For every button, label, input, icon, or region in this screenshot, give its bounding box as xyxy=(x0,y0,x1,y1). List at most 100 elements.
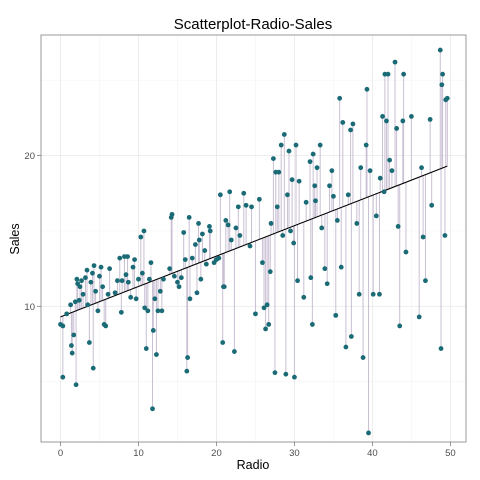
x-tick-label: 0 xyxy=(58,448,63,459)
data-point xyxy=(289,177,295,183)
data-point xyxy=(159,308,165,314)
x-tick-label: 30 xyxy=(289,448,300,459)
data-point xyxy=(324,281,330,287)
data-point xyxy=(60,323,66,329)
data-point xyxy=(181,230,187,235)
data-point xyxy=(64,311,70,317)
data-point xyxy=(292,374,297,380)
data-point xyxy=(291,240,297,246)
data-point xyxy=(90,270,95,276)
data-point xyxy=(241,190,247,196)
data-point xyxy=(98,264,104,270)
data-point xyxy=(308,275,314,281)
y-tick-label: 10 xyxy=(24,302,35,313)
data-point xyxy=(237,233,243,238)
data-point xyxy=(314,165,320,171)
data-point xyxy=(83,275,88,281)
data-point xyxy=(235,204,241,210)
data-point xyxy=(103,323,109,329)
data-point xyxy=(261,305,267,311)
data-point xyxy=(327,183,332,189)
data-point xyxy=(253,311,258,317)
data-point xyxy=(377,175,383,181)
data-point xyxy=(169,211,175,217)
data-point xyxy=(107,266,113,272)
data-point xyxy=(329,168,335,174)
data-point xyxy=(185,355,191,360)
data-point xyxy=(310,151,316,157)
data-point xyxy=(429,202,435,208)
data-point xyxy=(249,204,254,210)
data-point xyxy=(350,121,356,127)
data-point xyxy=(442,233,448,238)
data-point xyxy=(80,291,86,297)
data-point xyxy=(88,279,94,285)
y-tick-label: 20 xyxy=(24,151,35,162)
data-point xyxy=(331,193,336,199)
data-point xyxy=(333,312,339,318)
data-point xyxy=(286,148,292,154)
data-point xyxy=(77,284,83,290)
data-point xyxy=(198,276,204,282)
data-point xyxy=(444,95,450,101)
data-point xyxy=(420,234,426,240)
data-point xyxy=(176,284,182,290)
data-points xyxy=(58,47,450,436)
data-point xyxy=(112,290,118,296)
data-point xyxy=(266,322,272,327)
data-point xyxy=(419,165,424,171)
data-point xyxy=(125,254,130,259)
data-point xyxy=(340,120,346,125)
data-point xyxy=(74,276,80,282)
data-point xyxy=(138,234,144,240)
data-point xyxy=(130,264,136,270)
data-point xyxy=(167,266,173,272)
data-point xyxy=(175,279,180,285)
data-point xyxy=(152,296,158,302)
data-point xyxy=(285,192,290,198)
data-point xyxy=(400,118,406,124)
data-point xyxy=(440,71,446,77)
data-point xyxy=(363,142,369,148)
data-point xyxy=(207,224,212,229)
data-point xyxy=(263,326,268,332)
data-point xyxy=(90,365,96,371)
data-point xyxy=(423,278,428,284)
data-point xyxy=(360,355,366,360)
data-point xyxy=(264,302,270,308)
data-point xyxy=(260,260,265,266)
data-point xyxy=(373,213,379,219)
data-point xyxy=(60,374,66,380)
data-point xyxy=(356,291,362,297)
data-point xyxy=(278,142,284,148)
data-point xyxy=(216,255,222,261)
data-point xyxy=(150,406,155,412)
data-point xyxy=(377,291,382,297)
data-point xyxy=(276,169,282,175)
data-point xyxy=(288,228,293,234)
data-point xyxy=(403,249,409,255)
data-point xyxy=(231,349,237,354)
data-point xyxy=(69,350,75,356)
x-tick-label: 10 xyxy=(133,448,144,459)
data-point xyxy=(141,228,147,234)
data-point xyxy=(161,276,166,282)
data-point xyxy=(221,284,227,290)
data-point xyxy=(207,228,213,234)
data-point xyxy=(343,344,349,350)
data-point xyxy=(307,159,313,165)
data-point xyxy=(281,132,287,137)
x-axis-label: Radio xyxy=(237,458,270,472)
data-point xyxy=(105,291,111,297)
data-point xyxy=(367,168,373,174)
data-point xyxy=(394,126,399,131)
data-point xyxy=(395,224,401,229)
data-point xyxy=(380,114,385,119)
data-point xyxy=(119,278,125,284)
data-point xyxy=(345,192,351,198)
data-point xyxy=(200,231,205,237)
data-point xyxy=(301,294,307,300)
data-point xyxy=(217,192,223,198)
data-point xyxy=(100,284,106,290)
data-point xyxy=(312,183,318,189)
